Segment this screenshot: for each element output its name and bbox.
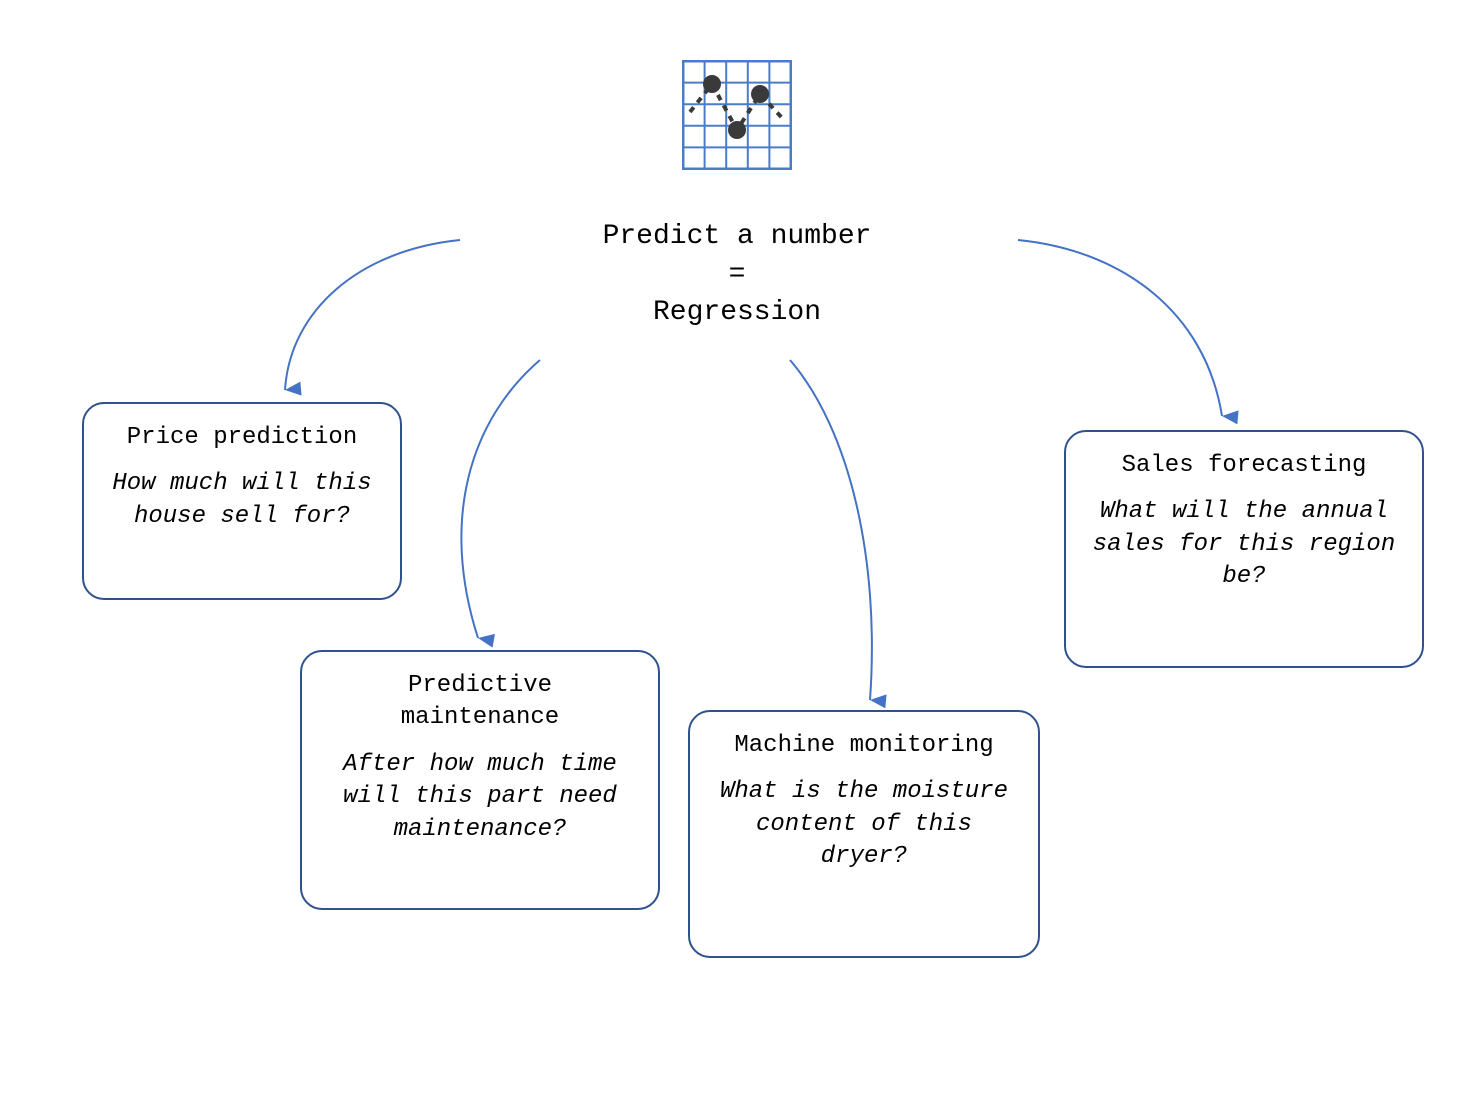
node-sales: Sales forecasting What will the annual s… xyxy=(1064,430,1424,668)
center-line1: Predict a number xyxy=(603,221,872,252)
node-monitoring: Machine monitoring What is the moisture … xyxy=(688,710,1040,958)
node-sales-question: What will the annual sales for this regi… xyxy=(1086,496,1402,593)
center-line2: = xyxy=(729,259,746,290)
node-predictive-question: After how much time will this part need … xyxy=(322,749,638,846)
node-price-question: How much will this house sell for? xyxy=(104,468,380,533)
node-sales-title: Sales forecasting xyxy=(1086,450,1402,482)
diagram-stage: Predict a number = Regression Price pred… xyxy=(0,0,1474,1100)
node-price-title: Price prediction xyxy=(104,422,380,454)
center-line3: Regression xyxy=(653,297,821,328)
node-predictive-title: Predictive maintenance xyxy=(322,670,638,735)
node-monitoring-question: What is the moisture content of this dry… xyxy=(710,776,1018,873)
scatter-chart-icon xyxy=(682,60,792,170)
node-predictive: Predictive maintenance After how much ti… xyxy=(300,650,660,910)
center-title: Predict a number = Regression xyxy=(527,218,947,331)
node-price: Price prediction How much will this hous… xyxy=(82,402,402,600)
node-monitoring-title: Machine monitoring xyxy=(710,730,1018,762)
